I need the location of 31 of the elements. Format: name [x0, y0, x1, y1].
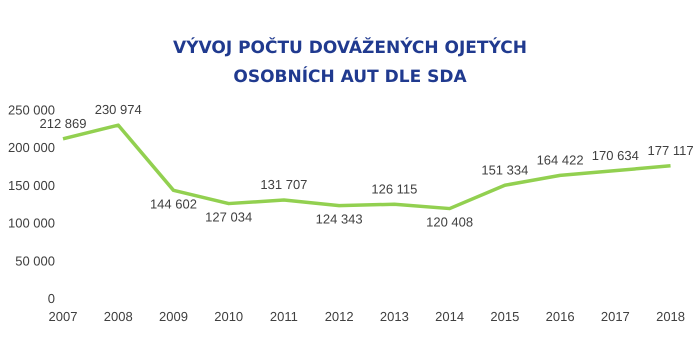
x-tick-label: 2009: [158, 308, 188, 324]
x-tick-label: 2008: [104, 308, 133, 324]
chart-title: VÝVOJ POČTU DOVÁŽENÝCH OJETÝCH OSOBNÍCH AUT DLE SDA: [172, 36, 528, 89]
data-label: 126 115: [371, 181, 418, 196]
y-tick-label: 50 000: [15, 253, 55, 268]
x-tick-label: 2016: [546, 308, 575, 324]
y-tick-label: 100 000: [8, 216, 55, 231]
x-tick-label: 2014: [435, 308, 464, 324]
data-label: 164 422: [536, 152, 584, 168]
y-tick-label: 0: [48, 290, 55, 306]
data-label: 170 634: [592, 148, 639, 163]
data-label: 127 034: [205, 210, 252, 225]
x-tick-label: 2015: [490, 308, 520, 324]
x-tick-label: 2017: [600, 308, 630, 324]
data-label: 124 343: [316, 212, 363, 227]
data-label: 120 408: [426, 214, 474, 230]
data-label: 177 117: [648, 142, 694, 158]
data-label: 131 707: [260, 177, 308, 192]
y-tick-label: 250 000: [8, 102, 55, 118]
data-label: 151 334: [481, 162, 528, 178]
x-tick-label: 2007: [48, 308, 78, 324]
x-tick-label: 2013: [380, 308, 409, 324]
x-tick-label: 2011: [270, 308, 298, 324]
data-label: 144 602: [150, 196, 197, 212]
x-tick-label: 2018: [656, 308, 685, 324]
data-label: 212 869: [39, 116, 86, 131]
y-tick-label: 200 000: [8, 140, 55, 156]
data-label: 230 974: [94, 102, 142, 118]
x-tick-label: 2010: [214, 308, 244, 324]
x-tick-label: 2012: [324, 308, 354, 324]
y-tick-label: 150 000: [8, 178, 55, 193]
